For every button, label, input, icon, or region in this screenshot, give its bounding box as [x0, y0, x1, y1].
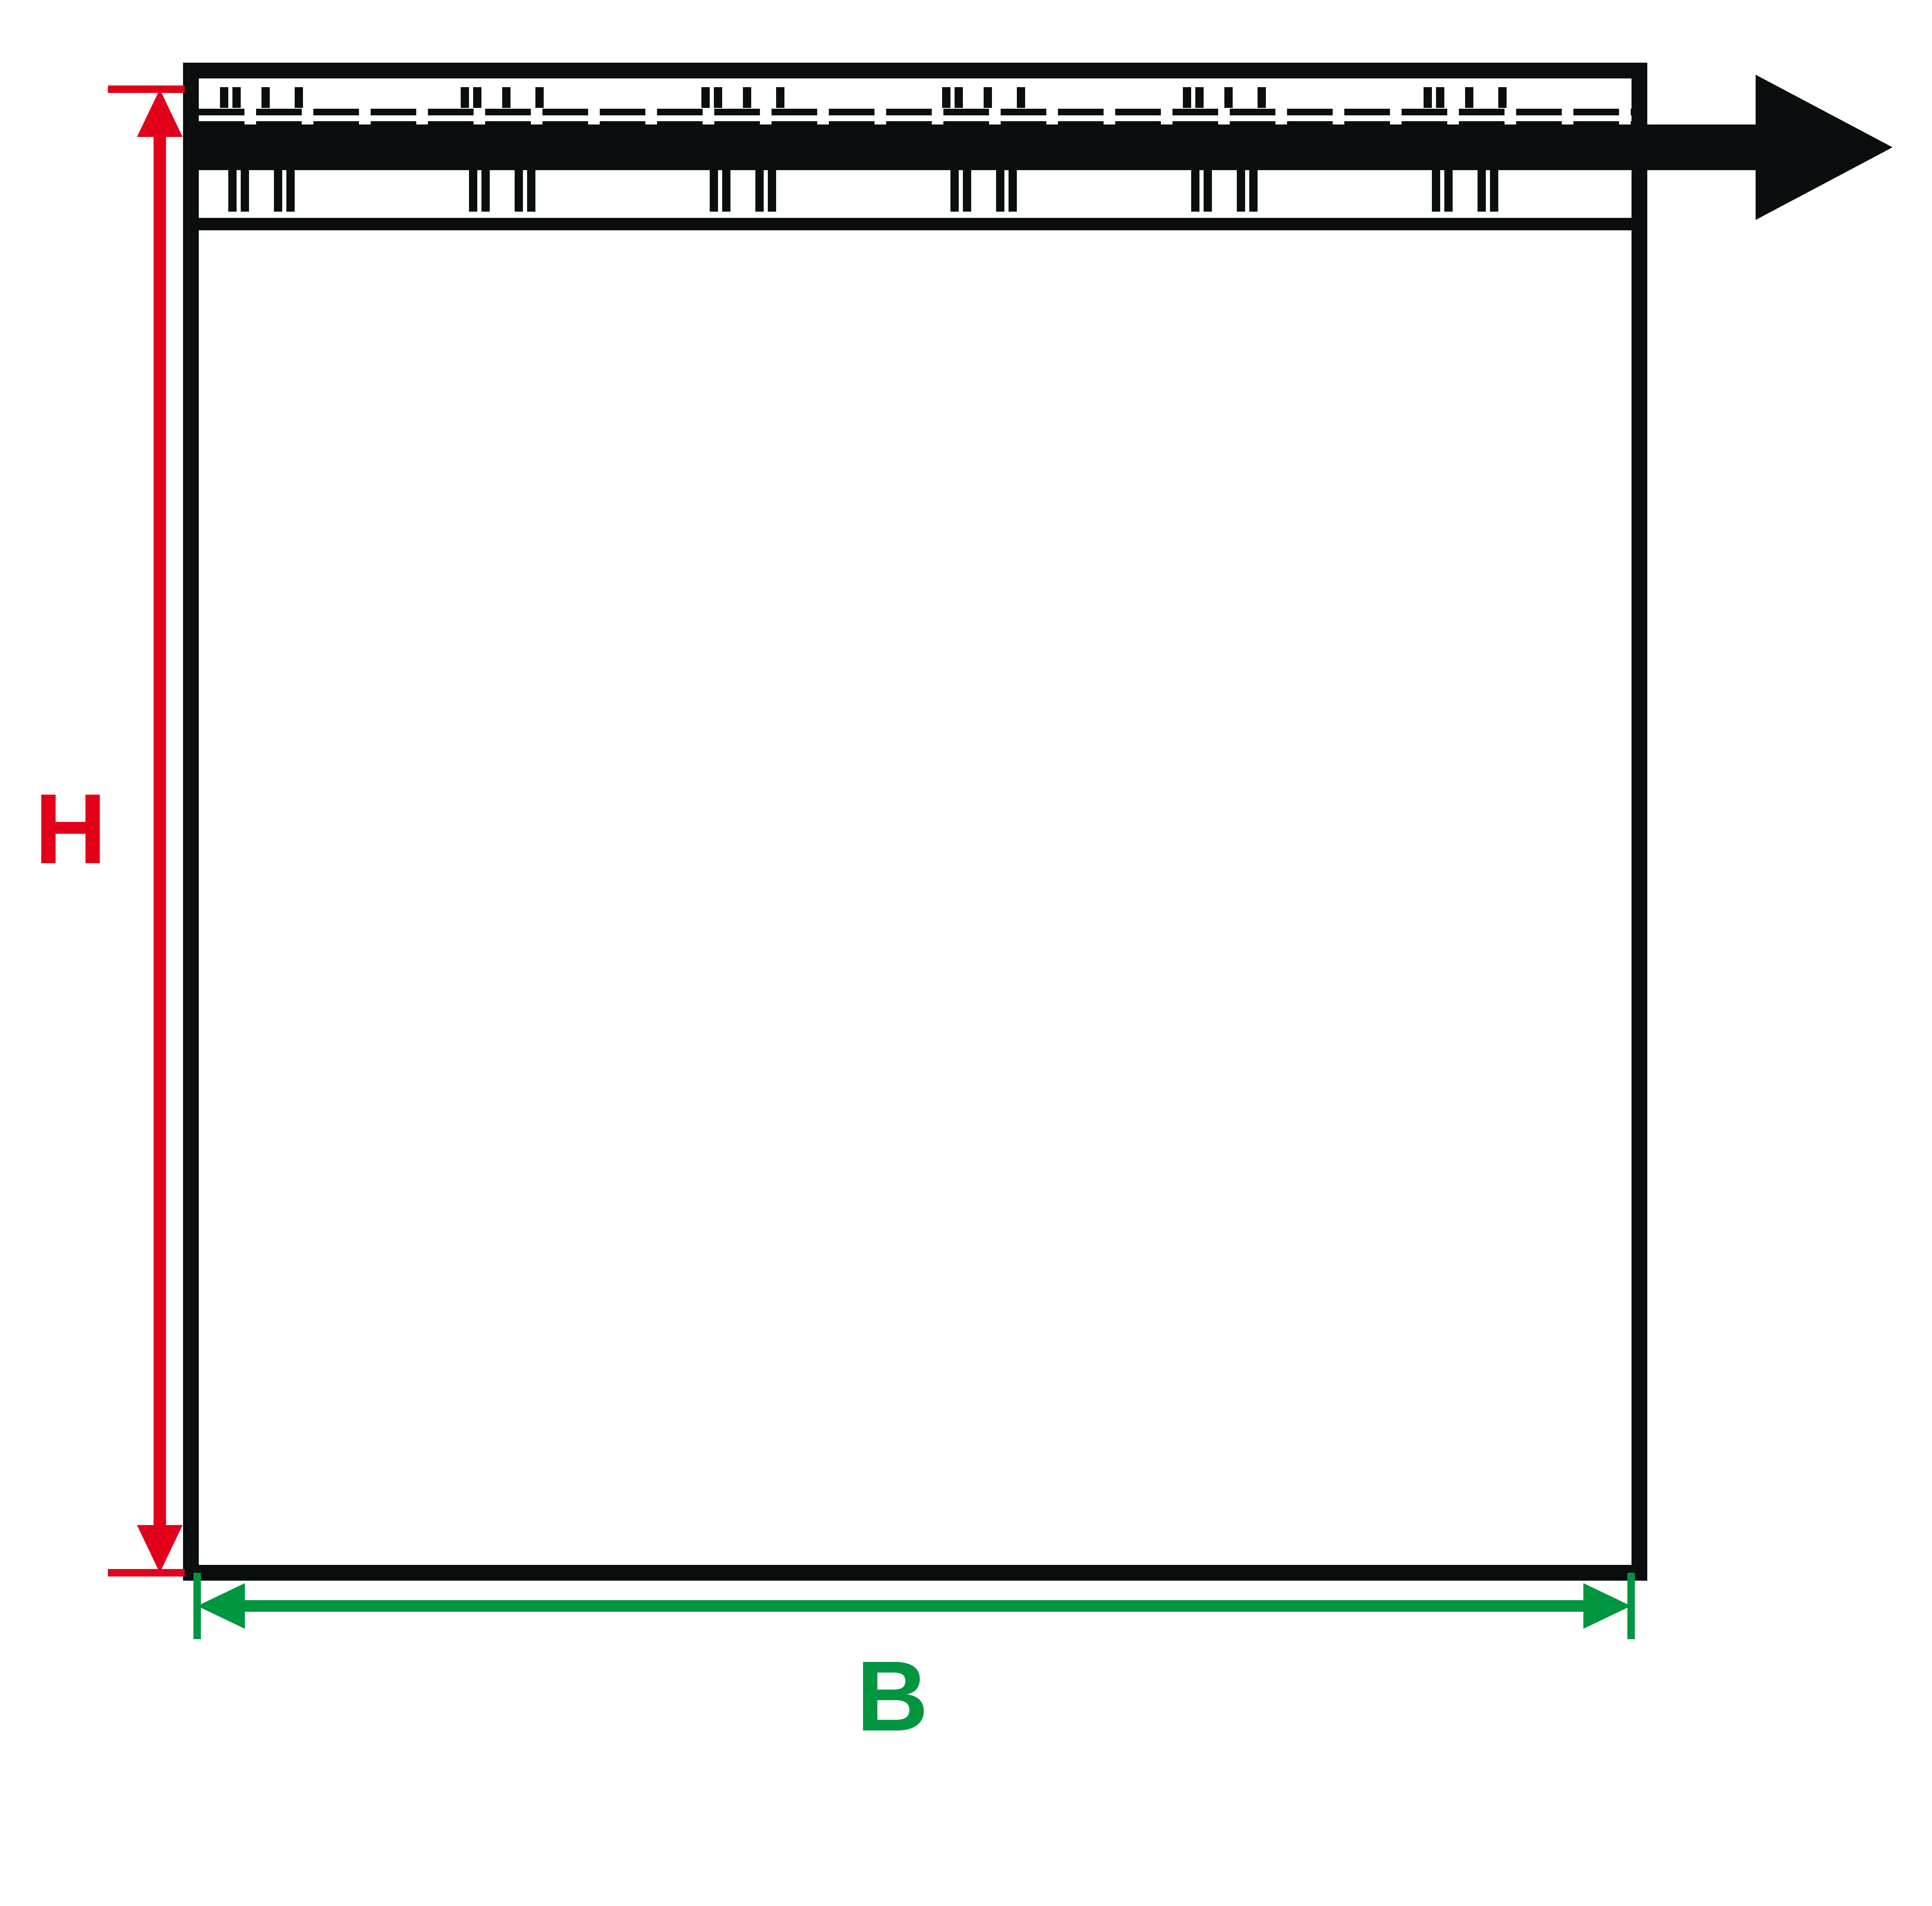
dim-b-arrow-left — [197, 1583, 245, 1629]
dim-h-label: H — [34, 773, 106, 884]
dim-b-arrow-right — [1583, 1583, 1631, 1629]
bag-outline — [191, 71, 1639, 1573]
dim-h-arrow-bottom — [137, 1525, 183, 1573]
dim-b-label: B — [856, 1640, 928, 1752]
dim-h-arrow-top — [137, 89, 183, 137]
